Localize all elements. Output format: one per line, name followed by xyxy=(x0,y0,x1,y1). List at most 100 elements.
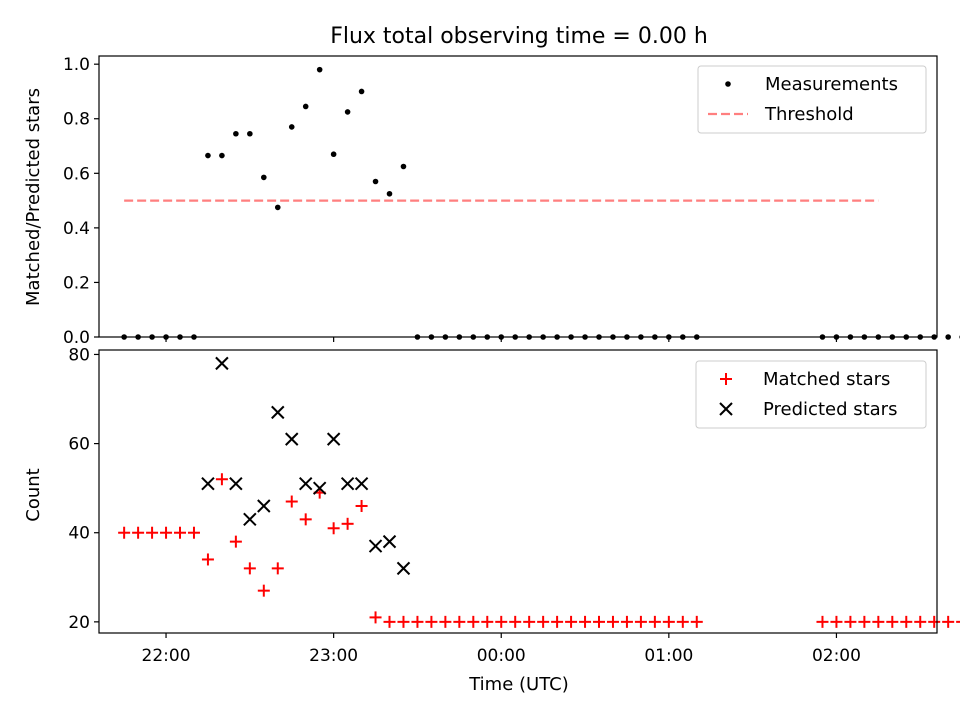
matched-point xyxy=(397,615,410,628)
predicted-point xyxy=(271,405,285,420)
top-y-tick-label: 0.0 xyxy=(63,328,90,348)
predicted-point-b xyxy=(215,356,229,371)
top-y-tick-label: 0.8 xyxy=(63,110,90,130)
matched-point xyxy=(271,562,284,575)
measurement-point xyxy=(330,151,337,158)
matched-point xyxy=(816,615,829,628)
matched-point xyxy=(243,562,256,575)
predicted-point-b xyxy=(354,476,369,491)
x-axis-label: Time (UTC) xyxy=(468,674,569,695)
predicted-point-b xyxy=(340,476,355,491)
matched-point xyxy=(146,526,159,539)
matched-point xyxy=(411,615,424,628)
matched-point xyxy=(537,615,550,628)
legend-threshold-label: Threshold xyxy=(764,104,854,125)
matched-point xyxy=(425,615,438,628)
matched-point xyxy=(215,473,228,486)
measurement-point xyxy=(945,334,951,340)
predicted-point xyxy=(368,539,383,553)
top-y-tick-label: 0.4 xyxy=(63,219,90,239)
matched-point xyxy=(928,615,941,628)
matched-point xyxy=(285,495,298,508)
measurement-point xyxy=(219,152,225,159)
matched-point xyxy=(369,611,382,624)
matched-point xyxy=(118,526,131,539)
matched-point xyxy=(942,615,955,628)
matched-point xyxy=(648,615,661,628)
matched-point xyxy=(662,615,675,628)
matched-point xyxy=(509,615,522,628)
predicted-point-b xyxy=(229,476,243,491)
top-y-tick-label: 0.6 xyxy=(63,164,90,184)
measurement-point xyxy=(302,103,309,110)
matched-point xyxy=(160,526,173,539)
matched-point xyxy=(593,615,606,628)
predicted-point-b xyxy=(396,561,411,576)
matched-point xyxy=(481,615,494,628)
matched-point xyxy=(844,615,857,628)
bottom-x-tick-label: 23:00 xyxy=(309,646,358,666)
bottom-x-tick-label: 01:00 xyxy=(644,646,693,666)
matched-point xyxy=(523,615,536,628)
predicted-point-b xyxy=(243,512,257,527)
matched-point xyxy=(872,615,885,628)
measurement-point xyxy=(261,174,267,181)
matched-point xyxy=(299,513,312,526)
matched-point xyxy=(830,615,843,628)
bottom-x-tick-label: 22:00 xyxy=(142,646,191,666)
predicted-point-b xyxy=(271,405,285,420)
chart-title: Flux total observing time = 0.00 h xyxy=(330,24,708,49)
matched-point xyxy=(327,522,340,535)
predicted-point xyxy=(312,481,327,495)
measurement-point xyxy=(205,152,211,159)
predicted-point-b xyxy=(326,432,341,446)
matched-point xyxy=(551,615,564,628)
matched-point xyxy=(174,526,187,539)
legend-matched-label: Matched stars xyxy=(763,369,890,390)
measurement-point xyxy=(400,163,407,170)
measurement-point xyxy=(247,130,253,137)
measurement-point xyxy=(316,66,323,73)
predicted-point-b xyxy=(368,539,383,553)
bottom-y-tick-label: 40 xyxy=(68,524,90,544)
matched-point xyxy=(383,615,396,628)
predicted-point xyxy=(243,512,257,527)
matched-point xyxy=(579,615,592,628)
top-plot-frame xyxy=(98,55,938,338)
matched-point xyxy=(257,584,270,597)
matched-point xyxy=(355,499,368,512)
matched-point xyxy=(132,526,145,539)
matched-point xyxy=(676,615,689,628)
predicted-point xyxy=(326,432,341,446)
matched-point xyxy=(606,615,619,628)
matched-point xyxy=(956,620,960,623)
predicted-point-b xyxy=(285,432,299,446)
bottom-y-tick-label: 60 xyxy=(68,435,90,455)
matched-point xyxy=(914,615,927,628)
legend-matched-marker xyxy=(720,373,732,385)
measurement-point xyxy=(233,130,239,137)
matched-point xyxy=(900,615,913,628)
matched-point xyxy=(467,615,480,628)
predicted-point-b xyxy=(201,476,215,491)
predicted-point xyxy=(354,476,369,491)
top-y-tick-label: 1.0 xyxy=(63,55,90,75)
predicted-point xyxy=(340,476,355,491)
measurement-point xyxy=(344,109,351,115)
matched-point xyxy=(495,615,508,628)
measurement-point xyxy=(386,190,393,197)
predicted-point xyxy=(229,476,243,491)
matched-point xyxy=(565,615,578,628)
bottom-y-axis-label: Count xyxy=(23,468,44,521)
legend-measurements-label: Measurements xyxy=(765,74,898,95)
predicted-point xyxy=(215,356,229,371)
legend-predicted-label: Predicted stars xyxy=(763,399,897,420)
bottom-x-tick-label: 00:00 xyxy=(477,646,526,666)
measurement-point xyxy=(274,204,281,211)
top-y-axis-label: Matched/Predicted stars xyxy=(23,88,44,306)
predicted-point-b xyxy=(312,481,327,495)
matched-point xyxy=(858,615,871,628)
predicted-point-b xyxy=(298,476,313,491)
bottom-y-tick-label: 80 xyxy=(68,345,90,365)
